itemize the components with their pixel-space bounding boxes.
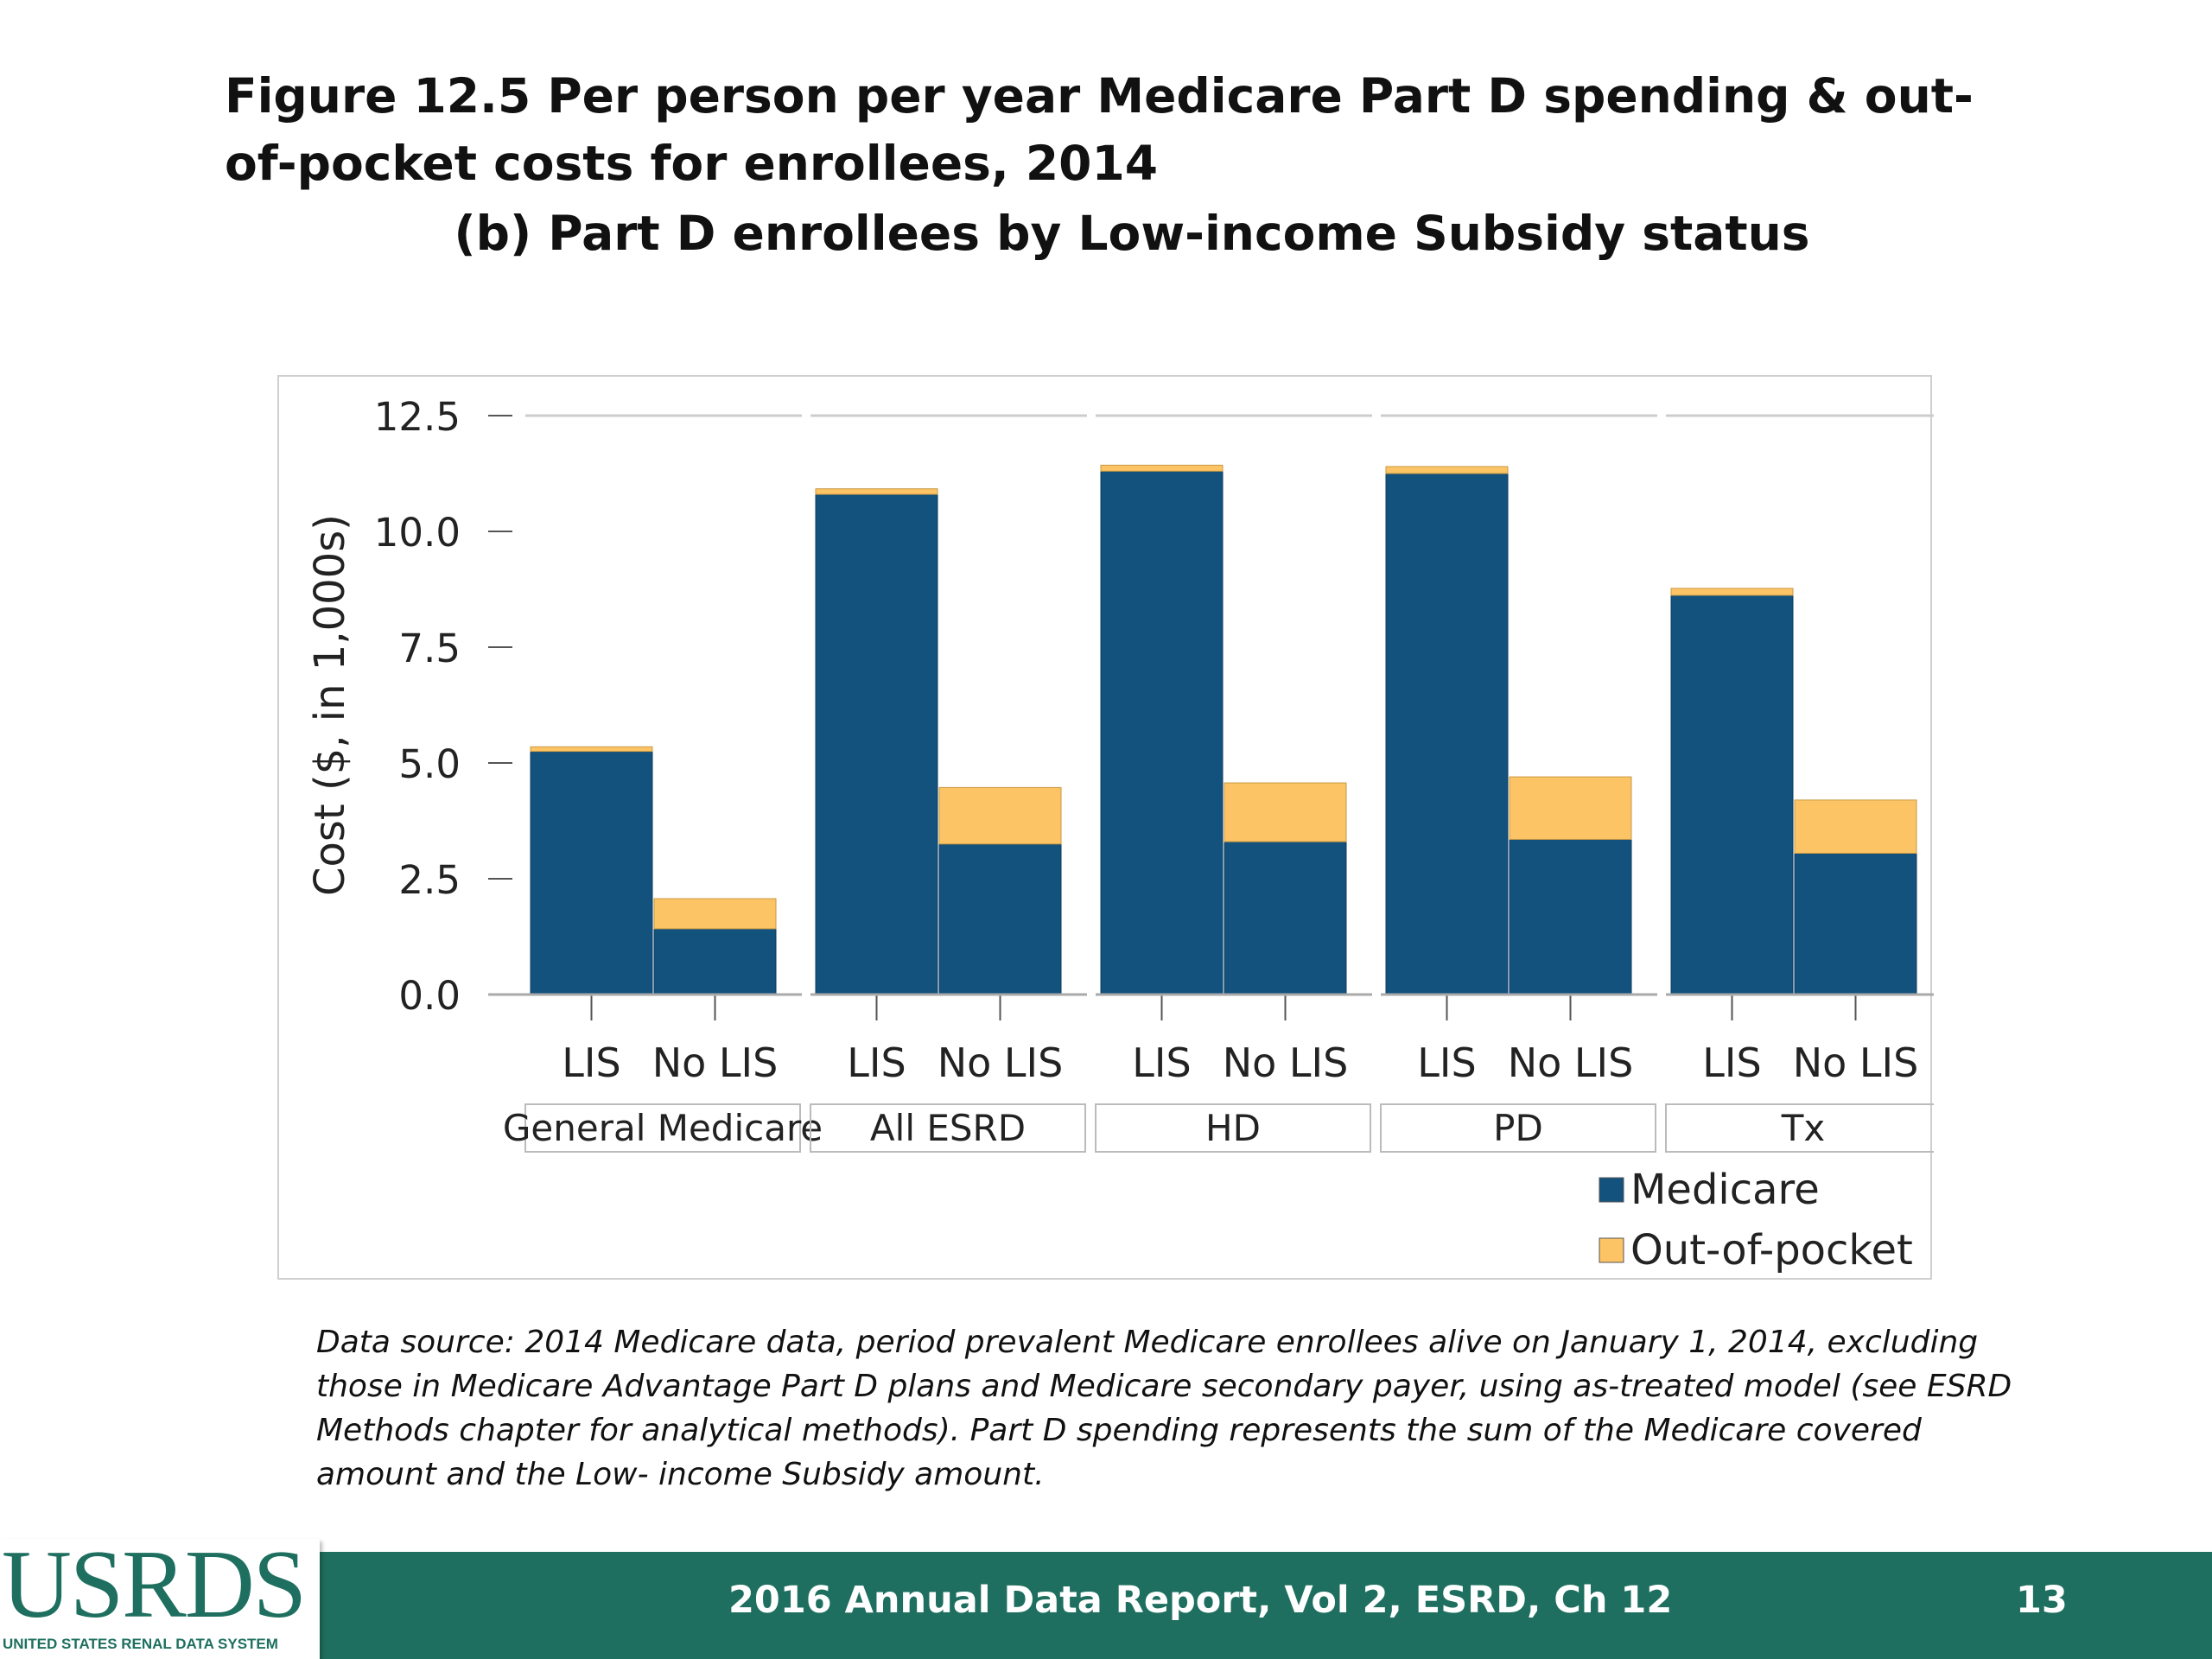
bar-out-of-pocket bbox=[1385, 466, 1509, 474]
group-label-box bbox=[524, 1103, 801, 1153]
y-tick-label: 7.5 bbox=[398, 626, 461, 671]
usrds-logo-text: USRDS bbox=[2, 1531, 307, 1638]
bar-out-of-pocket bbox=[530, 746, 653, 753]
bar-out-of-pocket bbox=[1100, 464, 1224, 472]
footer-bar bbox=[0, 1552, 2212, 1659]
bar-medicare bbox=[1224, 841, 1347, 995]
figure-title: Figure 12.5 Per person per year Medicare… bbox=[225, 68, 1974, 191]
x-tick-label: LIS bbox=[847, 1039, 906, 1086]
group-label: HD bbox=[1205, 1107, 1261, 1149]
bar-medicare bbox=[1100, 470, 1224, 995]
bar-out-of-pocket bbox=[1224, 782, 1347, 842]
footer-report-title: 2016 Annual Data Report, Vol 2, ESRD, Ch… bbox=[728, 1579, 1673, 1622]
y-tick-label: 2.5 bbox=[398, 857, 461, 903]
y-tick-label: 12.5 bbox=[374, 394, 461, 440]
legend-swatch bbox=[1599, 1177, 1624, 1203]
usrds-logo bbox=[0, 1539, 320, 1659]
bar-medicare bbox=[1509, 838, 1632, 995]
bar-medicare bbox=[1385, 473, 1509, 995]
legend-label: Out-of-pocket bbox=[1630, 1226, 1913, 1274]
bar-out-of-pocket bbox=[938, 786, 1062, 845]
bar-medicare bbox=[1794, 853, 1917, 995]
page-number: 13 bbox=[2016, 1579, 2068, 1622]
group-label: General Medicare bbox=[503, 1107, 823, 1149]
y-axis-label: Cost ($, in 1,000s) bbox=[306, 514, 354, 896]
x-tick-label: No LIS bbox=[938, 1039, 1064, 1086]
data-source-caption: Data source: 2014 Medicare data, period … bbox=[316, 1325, 2012, 1492]
bar-medicare bbox=[815, 493, 938, 995]
bar-out-of-pocket bbox=[653, 898, 777, 930]
usrds-logo-subtext: UNITED STATES RENAL DATA SYSTEM bbox=[3, 1636, 278, 1652]
group-label: Tx bbox=[1781, 1107, 1826, 1149]
bar-medicare bbox=[530, 751, 653, 995]
bar-out-of-pocket bbox=[1670, 588, 1794, 596]
bar-medicare bbox=[938, 843, 1062, 995]
legend-label: Medicare bbox=[1630, 1166, 1820, 1214]
figure-subtitle: (b) Part D enrollees by Low-income Subsi… bbox=[454, 206, 1810, 261]
group-label-box bbox=[1095, 1103, 1371, 1153]
y-tick-label: 10.0 bbox=[374, 510, 461, 556]
bar-medicare bbox=[1670, 594, 1794, 995]
x-tick-label: LIS bbox=[1132, 1039, 1191, 1086]
group-label: PD bbox=[1493, 1107, 1543, 1149]
group-label-box bbox=[810, 1103, 1086, 1153]
x-tick-label: LIS bbox=[562, 1039, 620, 1086]
bar-out-of-pocket bbox=[1794, 799, 1917, 855]
x-tick-label: No LIS bbox=[652, 1039, 779, 1086]
x-tick-label: No LIS bbox=[1508, 1039, 1634, 1086]
x-tick-label: No LIS bbox=[1793, 1039, 1919, 1086]
bar-out-of-pocket bbox=[815, 488, 938, 495]
y-tick-label: 0.0 bbox=[398, 973, 461, 1019]
group-label: All ESRD bbox=[870, 1107, 1026, 1149]
group-label-box bbox=[1380, 1103, 1656, 1153]
chart-frame: 0.0 2.5 5.0 7.5 10.0 12.5 Cost ($, in 1,000s) L… bbox=[277, 375, 1934, 1280]
y-tick-label: 5.0 bbox=[398, 741, 461, 787]
bar-medicare bbox=[653, 928, 777, 995]
stacked-bar-chart: 0.0 2.5 5.0 7.5 10.0 12.5 Cost ($, in 1,000s) L… bbox=[306, 394, 1934, 1274]
x-tick-label: No LIS bbox=[1223, 1039, 1349, 1086]
group-label-box bbox=[1665, 1103, 1934, 1153]
bar-out-of-pocket bbox=[1509, 776, 1632, 840]
x-tick-label: LIS bbox=[1702, 1039, 1761, 1086]
x-tick-label: LIS bbox=[1417, 1039, 1476, 1086]
legend-swatch bbox=[1599, 1237, 1624, 1263]
